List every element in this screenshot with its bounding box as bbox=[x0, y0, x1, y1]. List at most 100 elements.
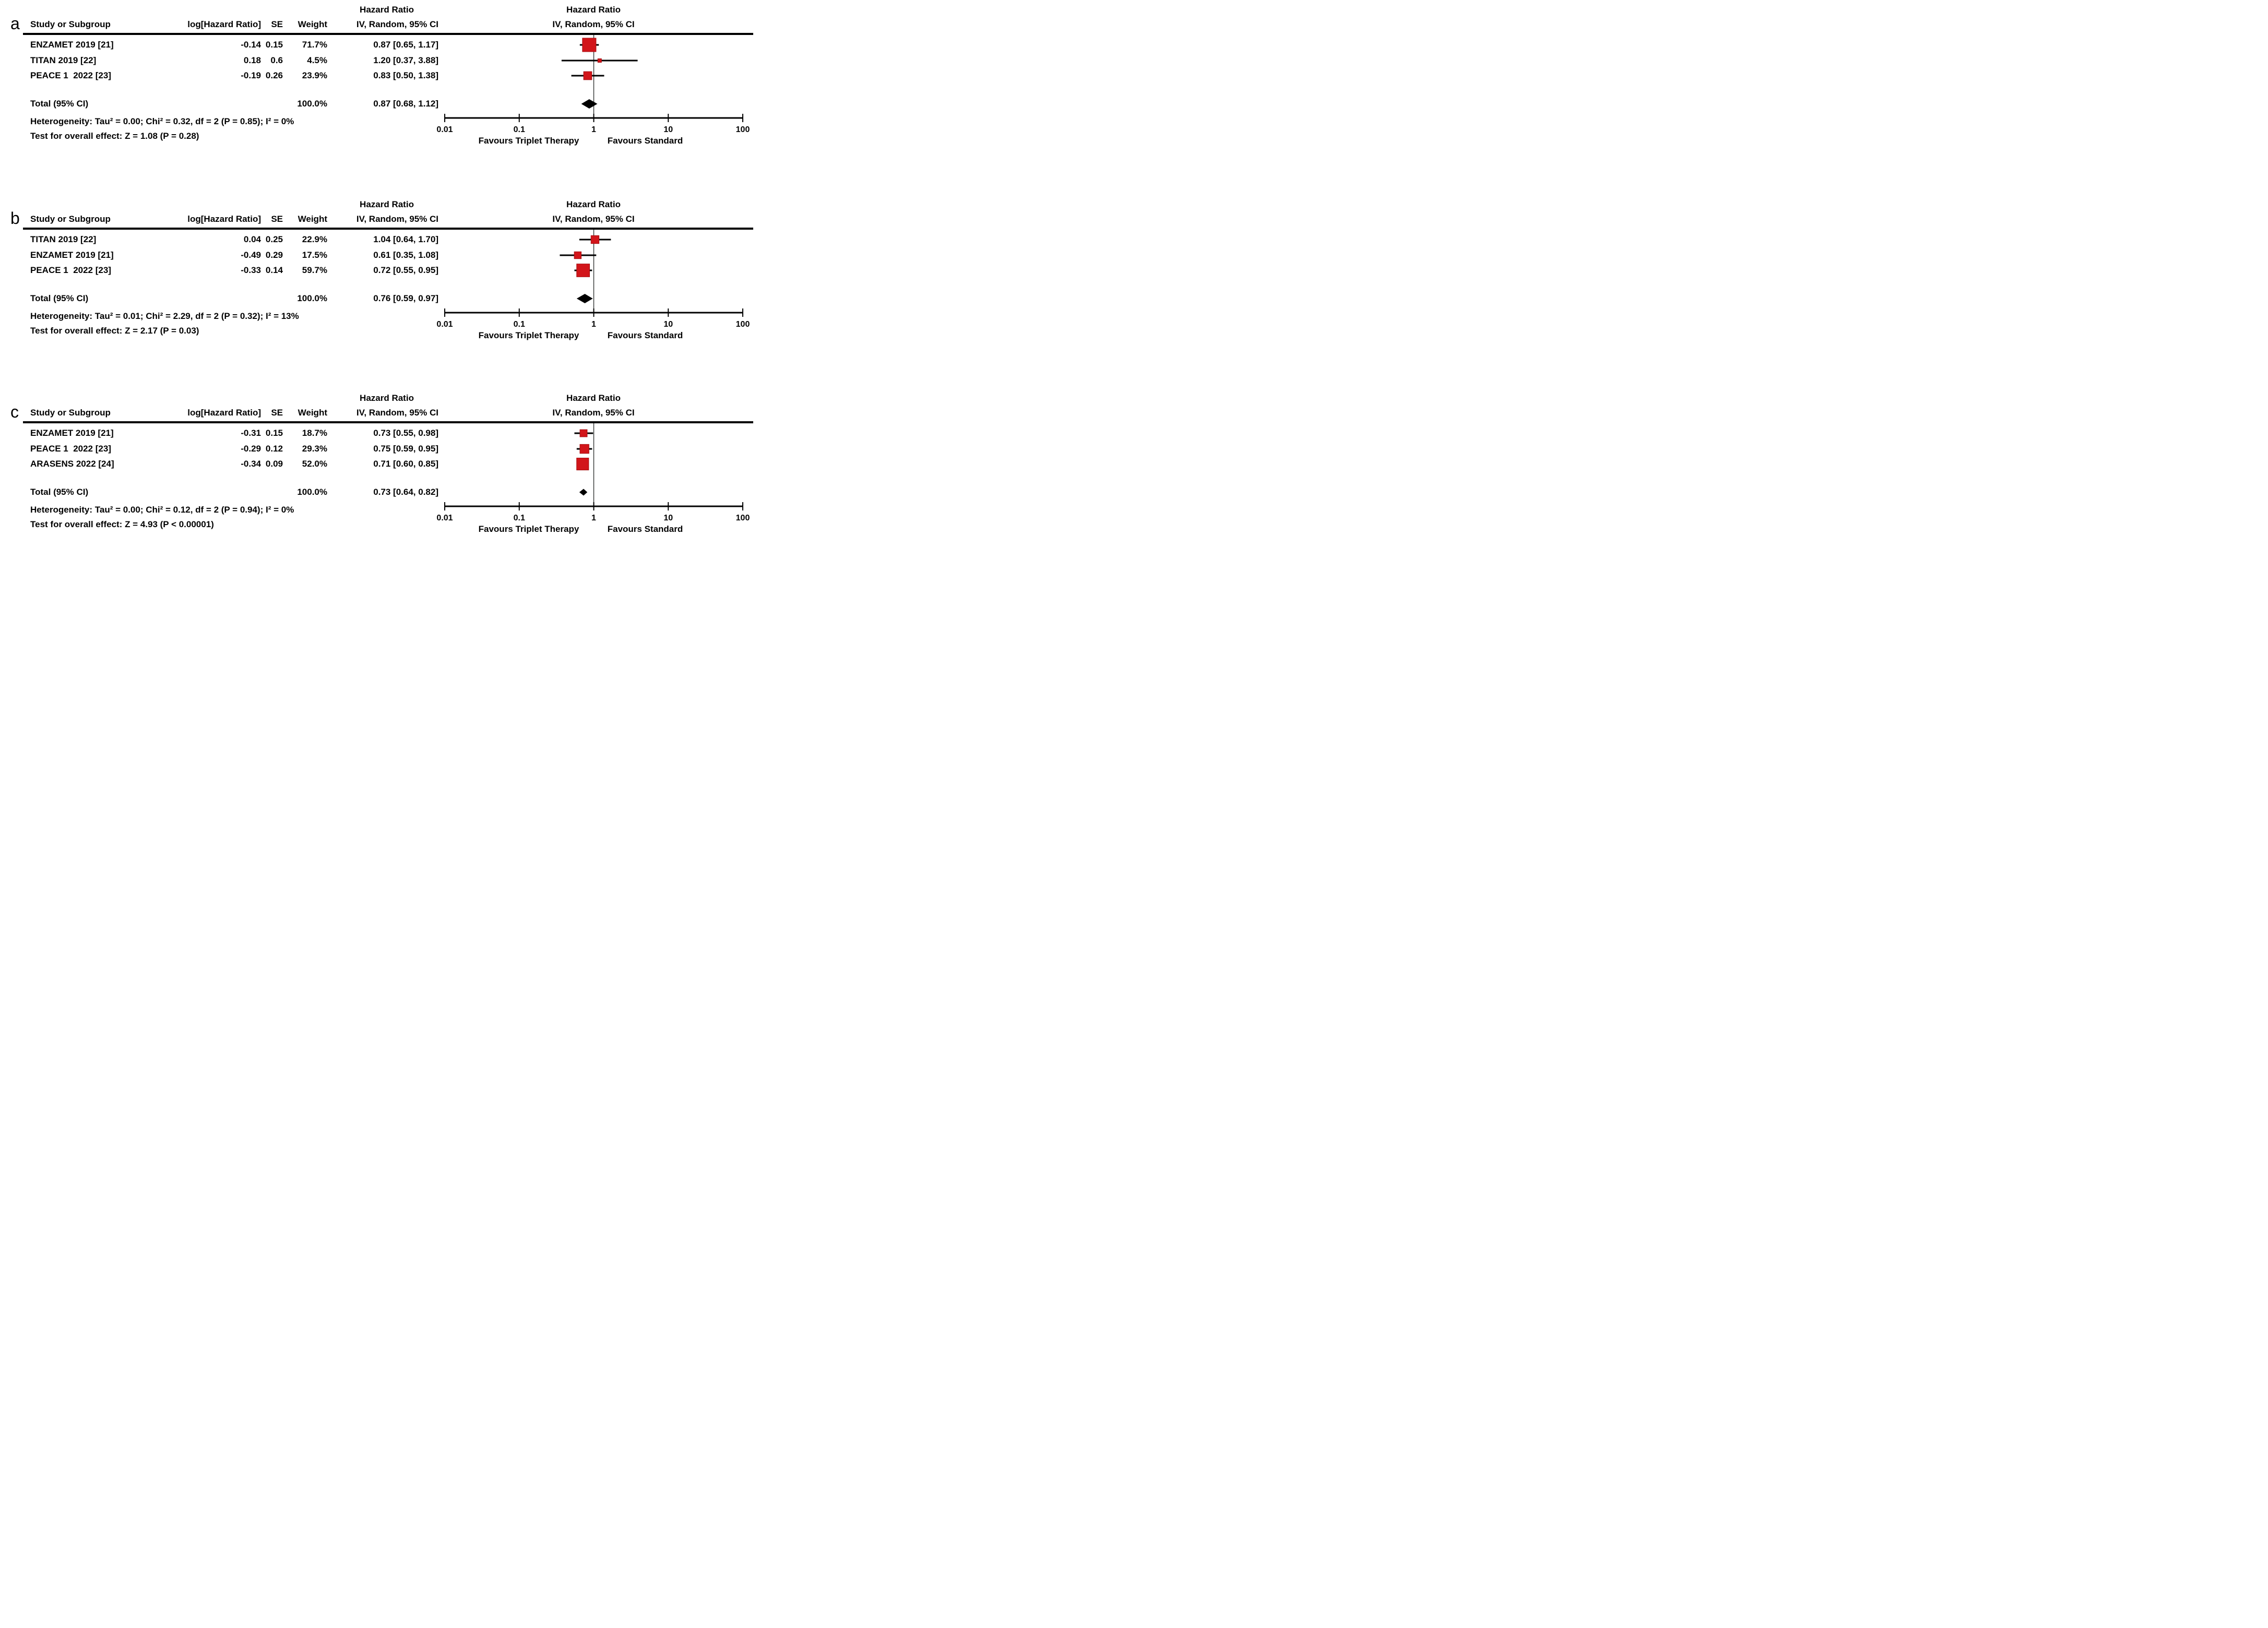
axis-tick-label: 10 bbox=[663, 125, 673, 134]
study-name: ARASENS 2022 [24] bbox=[30, 459, 114, 469]
effect-square bbox=[583, 71, 592, 80]
study-weight: 71.7% bbox=[302, 40, 327, 50]
panel-letter: a bbox=[10, 14, 20, 33]
study-loghr: -0.19 bbox=[241, 70, 261, 80]
favours-left-label: Favours Triplet Therapy bbox=[478, 524, 579, 534]
col-header-study: Study or Subgroup bbox=[30, 19, 111, 29]
col-header-weight: Weight bbox=[298, 408, 327, 418]
study-weight: 18.7% bbox=[302, 428, 327, 438]
col-header-weight: Weight bbox=[298, 19, 327, 29]
col-header-se: SE bbox=[271, 19, 283, 29]
study-weight: 22.9% bbox=[302, 234, 327, 244]
col-header-ci: IV, Random, 95% CI bbox=[356, 214, 438, 224]
col-header-loghr: log[Hazard Ratio] bbox=[187, 19, 261, 29]
overall-effect-text: Test for overall effect: Z = 2.17 (P = 0… bbox=[30, 326, 199, 336]
total-label: Total (95% CI) bbox=[30, 99, 89, 109]
plot-ci-method-header: IV, Random, 95% CI bbox=[552, 214, 635, 224]
axis-tick-label: 0.1 bbox=[513, 514, 525, 522]
total-diamond bbox=[579, 489, 588, 496]
study-name: PEACE 1 2022 [23] bbox=[30, 444, 111, 454]
heterogeneity-text: Heterogeneity: Tau² = 0.00; Chi² = 0.32,… bbox=[30, 116, 294, 126]
axis-tick-label: 0.01 bbox=[436, 320, 453, 329]
total-weight: 100.0% bbox=[297, 99, 327, 109]
axis-tick-label: 0.01 bbox=[436, 514, 453, 522]
overall-effect-text: Test for overall effect: Z = 1.08 (P = 0… bbox=[30, 131, 199, 141]
panel-letter: b bbox=[10, 209, 20, 228]
study-se: 0.6 bbox=[270, 55, 283, 65]
study-name: TITAN 2019 [22] bbox=[30, 234, 97, 244]
plot-hazard-ratio-header: Hazard Ratio bbox=[566, 5, 621, 15]
col-header-loghr: log[Hazard Ratio] bbox=[187, 214, 261, 224]
heterogeneity-text: Heterogeneity: Tau² = 0.00; Chi² = 0.12,… bbox=[30, 505, 294, 515]
study-loghr: 0.04 bbox=[243, 234, 261, 244]
plot-canvas bbox=[23, 228, 753, 317]
col-header-ci: IV, Random, 95% CI bbox=[356, 408, 438, 418]
total-label: Total (95% CI) bbox=[30, 293, 89, 303]
axis-tick-label: 0.1 bbox=[513, 125, 525, 134]
study-name: ENZAMET 2019 [21] bbox=[30, 428, 114, 438]
axis-tick-label: 1 bbox=[591, 125, 596, 134]
forest-plot-figure: a Hazard Ratio Hazard Ratio Study or Subgro… bbox=[0, 0, 756, 545]
study-se: 0.29 bbox=[265, 250, 283, 260]
axis-tick-label: 10 bbox=[663, 514, 673, 522]
total-diamond bbox=[581, 99, 598, 109]
total-weight: 100.0% bbox=[297, 487, 327, 497]
study-ci-text: 0.72 [0.55, 0.95] bbox=[373, 265, 438, 275]
study-se: 0.09 bbox=[265, 459, 283, 469]
study-loghr: -0.29 bbox=[241, 444, 261, 454]
study-ci-text: 0.75 [0.59, 0.95] bbox=[373, 444, 438, 454]
col-header-ci: IV, Random, 95% CI bbox=[356, 19, 438, 29]
effect-square bbox=[579, 444, 589, 454]
table-hazard-ratio-header: Hazard Ratio bbox=[360, 393, 414, 403]
heterogeneity-text: Heterogeneity: Tau² = 0.01; Chi² = 2.29,… bbox=[30, 311, 299, 321]
total-weight: 100.0% bbox=[297, 293, 327, 303]
favours-right-label: Favours Standard bbox=[607, 524, 683, 534]
effect-square bbox=[590, 235, 600, 244]
study-weight: 59.7% bbox=[302, 265, 327, 275]
plot-canvas bbox=[23, 421, 753, 510]
study-loghr: -0.31 bbox=[241, 428, 261, 438]
study-se: 0.12 bbox=[265, 444, 283, 454]
study-ci-text: 1.20 [0.37, 3.88] bbox=[373, 55, 438, 65]
study-se: 0.14 bbox=[265, 265, 283, 275]
forest-panel-a: a Hazard Ratio Hazard Ratio Study or Subgro… bbox=[0, 0, 756, 158]
study-loghr: -0.14 bbox=[241, 40, 261, 50]
study-ci-text: 0.61 [0.35, 1.08] bbox=[373, 250, 438, 260]
study-name: PEACE 1 2022 [23] bbox=[30, 70, 111, 80]
table-hazard-ratio-header: Hazard Ratio bbox=[360, 5, 414, 15]
study-loghr: -0.33 bbox=[241, 265, 261, 275]
axis-tick-label: 100 bbox=[735, 320, 750, 329]
study-name: ENZAMET 2019 [21] bbox=[30, 40, 114, 50]
study-ci-text: 0.71 [0.60, 0.85] bbox=[373, 459, 438, 469]
study-se: 0.15 bbox=[265, 40, 283, 50]
total-ci-text: 0.73 [0.64, 0.82] bbox=[373, 487, 438, 497]
axis-tick-label: 1 bbox=[591, 320, 596, 329]
axis-tick-label: 0.01 bbox=[436, 125, 453, 134]
study-loghr: -0.34 bbox=[241, 459, 261, 469]
effect-square bbox=[574, 251, 582, 259]
study-weight: 23.9% bbox=[302, 70, 327, 80]
plot-hazard-ratio-header: Hazard Ratio bbox=[566, 199, 621, 209]
col-header-weight: Weight bbox=[298, 214, 327, 224]
effect-square bbox=[576, 264, 590, 277]
study-loghr: 0.18 bbox=[243, 55, 261, 65]
total-diamond bbox=[576, 294, 593, 303]
forest-panel-c: c Hazard Ratio Hazard Ratio Study or Subgro… bbox=[0, 388, 756, 545]
effect-square bbox=[579, 429, 588, 437]
study-name: ENZAMET 2019 [21] bbox=[30, 250, 114, 260]
total-ci-text: 0.76 [0.59, 0.97] bbox=[373, 293, 438, 303]
col-header-study: Study or Subgroup bbox=[30, 408, 111, 418]
effect-square bbox=[597, 58, 602, 63]
favours-right-label: Favours Standard bbox=[607, 136, 683, 146]
study-ci-text: 0.73 [0.55, 0.98] bbox=[373, 428, 438, 438]
col-header-se: SE bbox=[271, 408, 283, 418]
study-weight: 29.3% bbox=[302, 444, 327, 454]
favours-left-label: Favours Triplet Therapy bbox=[478, 136, 579, 146]
total-ci-text: 0.87 [0.68, 1.12] bbox=[373, 99, 438, 109]
study-weight: 4.5% bbox=[307, 55, 327, 65]
axis-tick-label: 1 bbox=[591, 514, 596, 522]
total-label: Total (95% CI) bbox=[30, 487, 89, 497]
favours-right-label: Favours Standard bbox=[607, 330, 683, 340]
plot-ci-method-header: IV, Random, 95% CI bbox=[552, 19, 635, 29]
axis-tick-label: 100 bbox=[735, 514, 750, 522]
